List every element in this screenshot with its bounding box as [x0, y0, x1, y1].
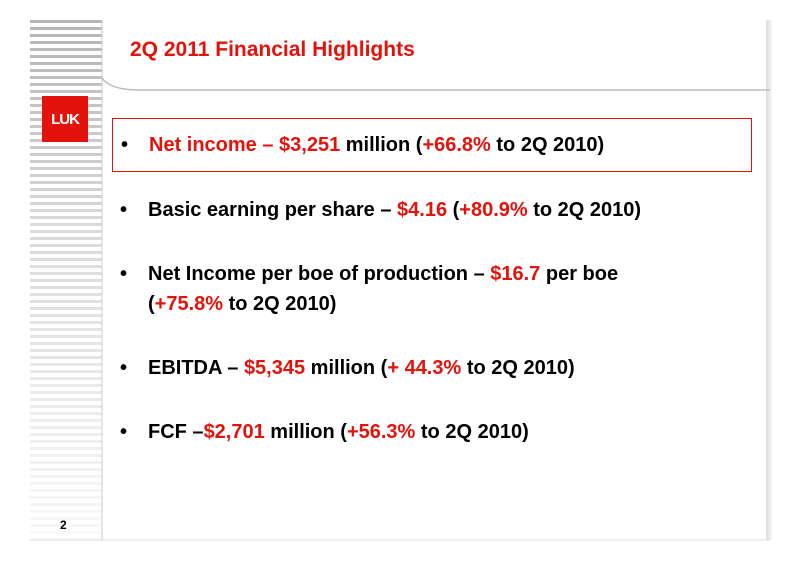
bullet-text: (	[447, 199, 460, 221]
bullet-text: Net Income per boe of production –	[148, 263, 491, 285]
bullet-list: Net income – $3,251 million (+66.8% to 2…	[112, 118, 752, 470]
bullet-text: +80.9%	[459, 199, 528, 221]
bullet: Net Income per boe of production – $16.7…	[112, 248, 752, 330]
bullet-text: to 2Q 2010)	[527, 199, 642, 221]
bullet: Net income – $3,251 million (+66.8% to 2…	[112, 118, 752, 172]
bullet-text: to 2Q 2010)	[415, 421, 529, 443]
bullet: Basic earning per share – $4.16 (+80.9% …	[112, 184, 752, 236]
bullet-text: Basic earning per share –	[148, 199, 398, 221]
bullet-text: +75.8%	[154, 293, 224, 315]
bullet-text: to 2Q 2010)	[223, 293, 337, 315]
bullet-text: million (	[305, 357, 388, 379]
bullet: FCF –$2,701 million (+56.3% to 2Q 2010)	[112, 406, 752, 458]
bullet-text: per boe (	[148, 263, 619, 315]
bullet-text: + 44.3%	[387, 357, 462, 379]
logo: LUK	[42, 96, 88, 142]
bullet-text: Net income – $3,251	[149, 134, 341, 156]
bullet-text: to 2Q 2010)	[490, 134, 605, 156]
bullet-text: $2,701	[203, 421, 265, 443]
slide-title: 2Q 2011 Financial Highlights	[130, 38, 415, 61]
bullet-text: $5,345	[243, 357, 306, 379]
bullet-text: FCF –	[148, 421, 204, 443]
bullet-text: +56.3%	[346, 421, 416, 443]
bullet-text: to 2Q 2010)	[461, 357, 575, 379]
bullet-text: EBITDA –	[148, 357, 244, 379]
bullet-text: million (	[264, 421, 347, 443]
bullet: EBITDA – $5,345 million (+ 44.3% to 2Q 2…	[112, 342, 752, 394]
bullet-text: $16.7	[490, 263, 541, 285]
bullet-text: +66.8%	[422, 134, 491, 156]
page-number: 2	[60, 518, 67, 532]
decor-band-right	[766, 20, 772, 540]
bullet-text: million (	[340, 134, 423, 156]
bullet-text: $4.16	[397, 199, 448, 221]
